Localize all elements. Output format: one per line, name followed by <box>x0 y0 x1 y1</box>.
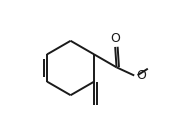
Text: O: O <box>136 69 146 82</box>
Text: O: O <box>110 32 120 45</box>
